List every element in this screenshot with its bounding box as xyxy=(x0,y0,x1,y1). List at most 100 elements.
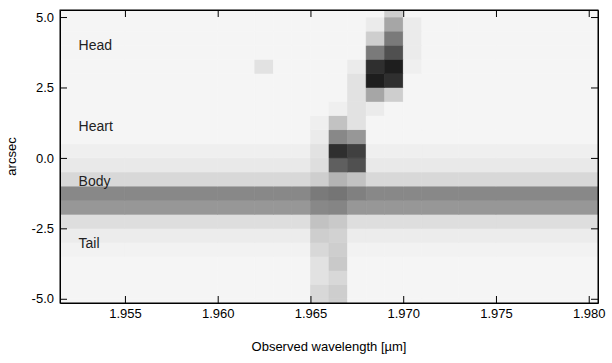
heatmap-cell xyxy=(329,299,348,303)
heatmap-cell xyxy=(310,59,329,73)
tick-mark xyxy=(403,296,404,303)
heatmap-cell xyxy=(310,130,329,144)
heatmap-cell xyxy=(348,271,367,285)
heatmap-cell xyxy=(422,200,459,214)
heatmap-cell xyxy=(218,87,255,101)
heatmap-cell xyxy=(422,73,459,87)
heatmap-cell xyxy=(310,172,329,186)
heatmap-cell xyxy=(348,45,367,59)
heatmap-cell xyxy=(329,214,348,228)
tick-label: 0.0 xyxy=(36,151,54,166)
heatmap-cell xyxy=(255,17,274,31)
heatmap-cell xyxy=(273,271,292,285)
plot-area xyxy=(60,10,598,303)
heatmap-cell xyxy=(496,285,598,299)
heatmap-cell xyxy=(366,73,385,87)
heatmap-cell xyxy=(273,130,292,144)
heatmap-cell xyxy=(125,285,218,299)
heatmap-cell xyxy=(385,271,404,285)
tick-mark xyxy=(310,296,311,303)
heatmap-cell xyxy=(255,130,274,144)
heatmap-cell xyxy=(403,257,422,271)
heatmap-cell xyxy=(329,17,348,31)
heatmap-cell xyxy=(310,31,329,45)
heatmap-cell xyxy=(292,130,311,144)
heatmap-cell xyxy=(273,116,292,130)
heatmap-cell xyxy=(403,31,422,45)
heatmap-cell xyxy=(385,31,404,45)
heatmap-cell xyxy=(125,116,218,130)
heatmap-cell xyxy=(366,242,385,256)
heatmap-cell xyxy=(385,257,404,271)
heatmap-cell xyxy=(329,31,348,45)
heatmap-cell xyxy=(385,200,404,214)
heatmap-cell xyxy=(125,200,218,214)
heatmap-cell xyxy=(422,59,459,73)
heatmap-cell xyxy=(292,257,311,271)
heatmap-cell xyxy=(125,172,218,186)
heatmap-cell xyxy=(329,186,348,200)
heatmap-cell xyxy=(366,186,385,200)
heatmap-cell xyxy=(292,144,311,158)
heatmap-cell xyxy=(385,299,404,303)
heatmap-cell xyxy=(366,45,385,59)
y-axis-title: arcsec xyxy=(4,137,19,176)
heatmap-cell xyxy=(60,73,125,87)
tick-label: 1.970 xyxy=(387,306,420,321)
heatmap-cell xyxy=(422,17,459,31)
heatmap-cell xyxy=(366,228,385,242)
heatmap-cell xyxy=(218,116,255,130)
tick-mark xyxy=(591,87,598,88)
heatmap-cell xyxy=(385,87,404,101)
heatmap-cell xyxy=(218,158,255,172)
heatmap-cell xyxy=(292,172,311,186)
heatmap-cell xyxy=(348,257,367,271)
heatmap-cell xyxy=(273,158,292,172)
heatmap-cell xyxy=(60,144,125,158)
heatmap-cell xyxy=(496,186,598,200)
heatmap-cell xyxy=(273,144,292,158)
tick: 5.0 xyxy=(36,10,67,25)
heatmap-cell xyxy=(496,87,598,101)
tick: 1.960 xyxy=(202,296,235,321)
tick-label: 1.955 xyxy=(109,306,142,321)
tick-mark xyxy=(218,296,219,303)
heatmap-cell xyxy=(348,186,367,200)
tick: 1.970 xyxy=(387,296,420,321)
x-axis xyxy=(61,10,599,17)
heatmap-cell xyxy=(366,200,385,214)
heatmap-cell xyxy=(366,158,385,172)
heatmap-cell xyxy=(329,257,348,271)
heatmap-cell xyxy=(329,130,348,144)
tick-mark xyxy=(125,10,126,17)
heatmap-cell xyxy=(310,214,329,228)
heatmap-cell xyxy=(125,73,218,87)
heatmap-cell xyxy=(366,299,385,303)
tick-mark xyxy=(591,228,598,229)
heatmap-cell xyxy=(255,200,274,214)
tick-label: 1.975 xyxy=(480,306,513,321)
heatmap-cell xyxy=(385,45,404,59)
plot-frame xyxy=(60,10,598,303)
heatmap-cell xyxy=(125,130,218,144)
heatmap-cell xyxy=(348,172,367,186)
heatmap-cell xyxy=(496,158,598,172)
heatmap-cell xyxy=(496,200,598,214)
tick-mark xyxy=(591,158,598,159)
heatmap-cell xyxy=(273,102,292,116)
heatmap-cell xyxy=(459,59,496,73)
tick xyxy=(125,10,126,17)
heatmap-cell xyxy=(348,242,367,256)
heatmap-cell xyxy=(255,158,274,172)
heatmap-cell xyxy=(459,73,496,87)
heatmap-cell xyxy=(348,87,367,101)
heatmap-cell xyxy=(422,299,459,303)
heatmap-cell xyxy=(218,285,255,299)
heatmap-cell xyxy=(496,299,598,303)
heatmap-cell xyxy=(385,158,404,172)
heatmap-cell xyxy=(329,59,348,73)
heatmap-cell xyxy=(125,257,218,271)
heatmap-cell xyxy=(255,228,274,242)
tick-mark xyxy=(496,10,497,17)
heatmap-cell xyxy=(60,200,125,214)
